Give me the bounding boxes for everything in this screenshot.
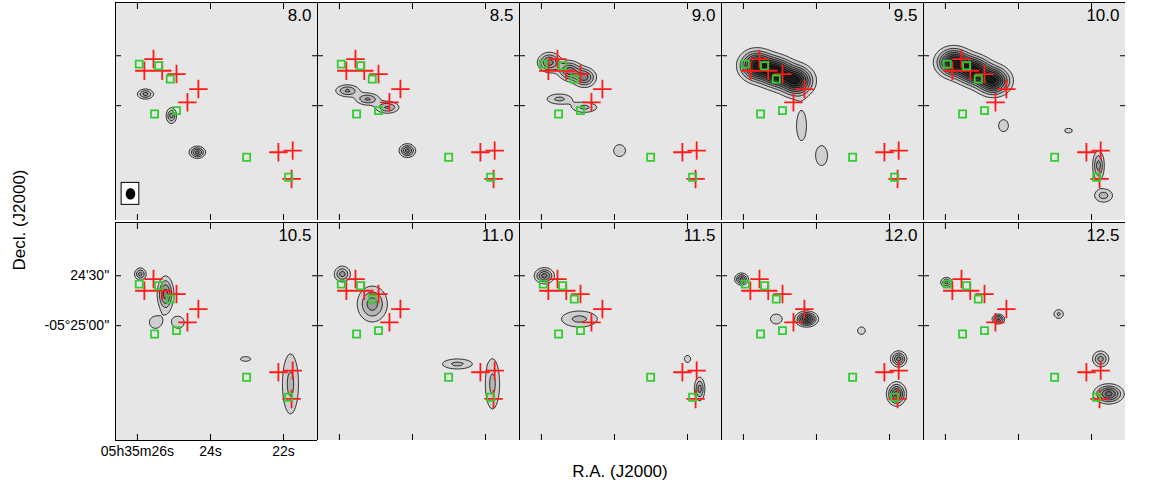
html-text:Decl. (J2000): Decl. (J2000) — [10, 169, 29, 271]
svg-text:11.0: 11.0 — [482, 226, 514, 245]
svg-text:8.0: 8.0 — [288, 6, 312, 25]
svg-text:24'30'': 24'30'' — [70, 267, 109, 283]
svg-text:9.0: 9.0 — [692, 6, 716, 25]
svg-text:9.5: 9.5 — [894, 6, 918, 25]
svg-text:22s: 22s — [272, 443, 295, 459]
svg-text:12.5: 12.5 — [1086, 225, 1120, 245]
svg-text:24s: 24s — [199, 443, 222, 459]
svg-text:10.5: 10.5 — [278, 225, 312, 245]
svg-text:05h35m26s: 05h35m26s — [101, 443, 174, 459]
svg-text:-05°25'00'': -05°25'00'' — [45, 317, 110, 333]
svg-text:8.5: 8.5 — [490, 6, 514, 25]
svg-text:11.5: 11.5 — [684, 226, 716, 245]
svg-text:12.0: 12.0 — [884, 225, 918, 245]
svg-text:10.0: 10.0 — [1086, 5, 1120, 25]
html-text:R.A. (J2000): R.A. (J2000) — [572, 462, 668, 481]
